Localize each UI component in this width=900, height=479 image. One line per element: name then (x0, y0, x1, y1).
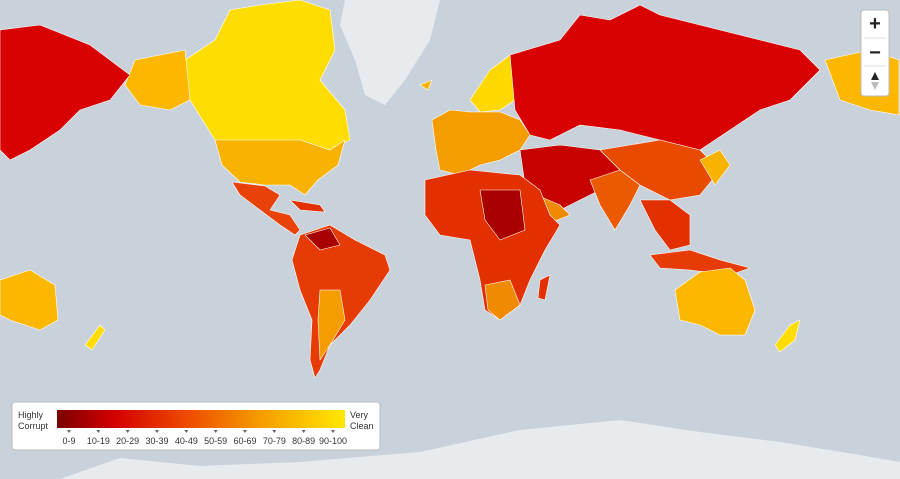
legend-range-label: 50-59 (204, 436, 227, 446)
legend-range-label: 90-100 (319, 436, 347, 446)
southeast-asia (639, 199, 691, 251)
new-zealand (774, 319, 801, 353)
legend-range-label: 40-49 (175, 436, 198, 446)
compass-south (871, 82, 879, 90)
legend-range-label: 80-89 (292, 436, 315, 446)
zoom-in[interactable]: + (869, 13, 881, 35)
australia (674, 267, 756, 336)
legend-tick (184, 430, 189, 433)
legend-range-label: 20-29 (116, 436, 139, 446)
legend-range-label: 60-69 (233, 436, 256, 446)
china (599, 139, 721, 201)
legend-tick (213, 430, 218, 433)
legend-high: Very (350, 410, 369, 420)
compass-north (871, 72, 879, 80)
chile (317, 289, 346, 361)
legend-range-label: 70-79 (263, 436, 286, 446)
legend-tick (301, 430, 306, 433)
japan (699, 149, 731, 186)
iceland (419, 79, 433, 91)
new-zealand-west (84, 324, 106, 351)
south-africa (484, 279, 521, 321)
legend-tick (125, 430, 130, 433)
legend-low: Corrupt (18, 421, 49, 431)
legend-tick (155, 430, 159, 433)
russia-west (0, 24, 131, 161)
antarctica (60, 420, 900, 479)
legend-tick (331, 430, 335, 433)
legend-tick (243, 430, 247, 433)
legend-range-label: 10-19 (87, 436, 110, 446)
legend-high: Clean (350, 421, 374, 431)
mexico (231, 181, 301, 236)
legend-tick (272, 430, 277, 433)
legend-low: Highly (18, 410, 44, 420)
alaska (124, 49, 191, 111)
venezuela (304, 227, 341, 251)
russia (509, 4, 821, 151)
usa (214, 139, 346, 196)
caribbean (289, 199, 326, 213)
legend: Highly Corrupt Very Clean 0-9 10-19 20-29 3… (11, 401, 381, 451)
zoom-out[interactable]: − (869, 42, 881, 64)
madagascar (537, 274, 551, 301)
legend-range-label: 0-9 (62, 436, 75, 446)
australia-west (0, 269, 59, 331)
reset-north[interactable] (871, 72, 879, 90)
greenland (340, 0, 440, 105)
legend-tick (96, 430, 101, 433)
legend-range-label: 30-39 (145, 436, 168, 446)
sahel (479, 189, 526, 241)
legend-gradient (57, 410, 345, 428)
africa (424, 169, 561, 321)
legend-tick (67, 430, 71, 433)
zoom-panel (860, 9, 890, 97)
zoom-controls: + − (860, 9, 890, 97)
